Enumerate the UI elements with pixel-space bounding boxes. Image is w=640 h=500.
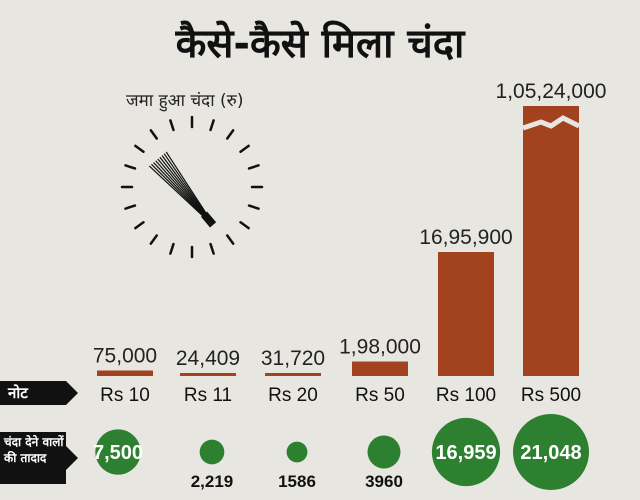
category-label: Rs 500 [521, 385, 581, 406]
dial-dash [247, 204, 260, 210]
dial-dash [209, 119, 215, 132]
bar [265, 373, 321, 376]
bar-value-label: 1,05,24,000 [496, 80, 607, 103]
dial-dash [124, 164, 137, 170]
dial-dash [209, 242, 215, 255]
donor-circle [286, 441, 308, 463]
category-label: Rs 100 [436, 385, 496, 406]
category-label: Rs 50 [355, 385, 405, 406]
broom-bristle [148, 165, 205, 218]
category-label: Rs 10 [100, 385, 150, 406]
chart-subtitle: जमा हुआ चंदा (रु) [126, 91, 244, 111]
broom-bristle [159, 156, 207, 216]
broom-icon [120, 115, 264, 259]
broom-bristle [153, 162, 206, 217]
broom-bristle [155, 160, 206, 217]
bar [438, 252, 494, 376]
donors-row-label: चंदा देने वालों की तादाद [0, 432, 78, 484]
notes-row-label: नोट [0, 381, 78, 405]
broom-bristle [163, 153, 207, 216]
bar [180, 373, 236, 376]
donor-count-label: 16,959 [435, 442, 496, 464]
donor-count-label: 21,048 [520, 442, 581, 464]
dial-dash [226, 129, 235, 140]
axis-break-mark [522, 115, 581, 131]
category-label: Rs 20 [268, 385, 318, 406]
dial-dash [169, 119, 175, 132]
dial-dash [169, 242, 175, 255]
dial-dash [239, 144, 250, 153]
donor-circle [367, 435, 401, 469]
broom-bristle [151, 163, 205, 218]
bar-value-label: 1,98,000 [339, 336, 421, 359]
bar [97, 370, 153, 376]
bar-value-label: 16,95,900 [419, 226, 512, 249]
dial-dash [134, 221, 145, 230]
bar [523, 106, 579, 376]
dial-dash [149, 129, 158, 140]
dial-dash [124, 204, 137, 210]
bar-value-label: 24,409 [176, 347, 240, 370]
donor-count-label: 2,219 [191, 472, 234, 491]
donor-circle [95, 429, 141, 475]
dial-dash [247, 164, 260, 170]
bar-value-label: 75,000 [93, 345, 157, 368]
dial-dash [149, 234, 158, 245]
donor-circle [199, 439, 225, 465]
donor-count-label: 7,500 [93, 442, 143, 464]
chart-title: कैसे-कैसे मिला चंदा [175, 21, 465, 67]
donor-count-label: 3960 [365, 472, 403, 491]
broom-bristle [165, 151, 208, 215]
broom-bristle [161, 155, 207, 216]
dial-dash [134, 144, 145, 153]
bar-value-label: 31,720 [261, 347, 325, 370]
dial-dash [226, 234, 235, 245]
donor-count-label: 1586 [278, 472, 316, 491]
dial-dash [239, 221, 250, 230]
donor-circle [513, 414, 589, 490]
broom-bristle [157, 158, 206, 217]
donor-circle [431, 417, 501, 487]
category-label: Rs 11 [184, 385, 232, 406]
bar [352, 361, 408, 376]
